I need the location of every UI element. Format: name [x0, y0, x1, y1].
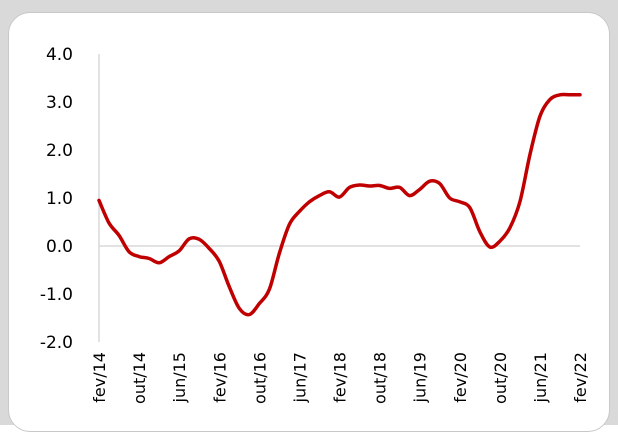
y-tick-label: 1.0: [46, 189, 73, 209]
x-tick-label: fev/16: [210, 352, 229, 403]
y-tick-label: 2.0: [46, 141, 73, 161]
y-tick-label: 3.0: [46, 93, 73, 113]
x-tick-label: jun/21: [531, 352, 550, 403]
x-tick-label: fev/22: [571, 352, 590, 403]
y-tick-label: 4.0: [46, 45, 73, 65]
x-tick-label: out/20: [491, 352, 510, 404]
x-tick-label: out/14: [130, 352, 149, 404]
x-tick-label: fev/18: [331, 352, 350, 403]
x-tick-label: fev/20: [451, 352, 470, 403]
chart-axes: [98, 54, 580, 342]
y-tick-label: -2.0: [40, 333, 73, 353]
y-axis-ticks: 4.0 3.0 2.0 1.0 0.0 -1.0 -2.0: [40, 45, 73, 353]
x-tick-label: out/18: [371, 352, 390, 404]
x-axis-ticks: fev/14 out/14 jun/15 fev/16 out/16 jun/17 fev/…: [90, 352, 590, 404]
chart-series: [97, 92, 582, 317]
x-tick-label: jun/15: [170, 352, 189, 403]
x-tick-label: fev/14: [90, 352, 109, 403]
x-tick-label: out/16: [250, 352, 269, 404]
x-tick-label: jun/19: [411, 352, 430, 403]
series-line: [97, 92, 582, 317]
x-tick-label: jun/17: [290, 352, 309, 403]
y-tick-label: 0.0: [46, 237, 73, 257]
y-tick-label: -1.0: [40, 285, 73, 305]
